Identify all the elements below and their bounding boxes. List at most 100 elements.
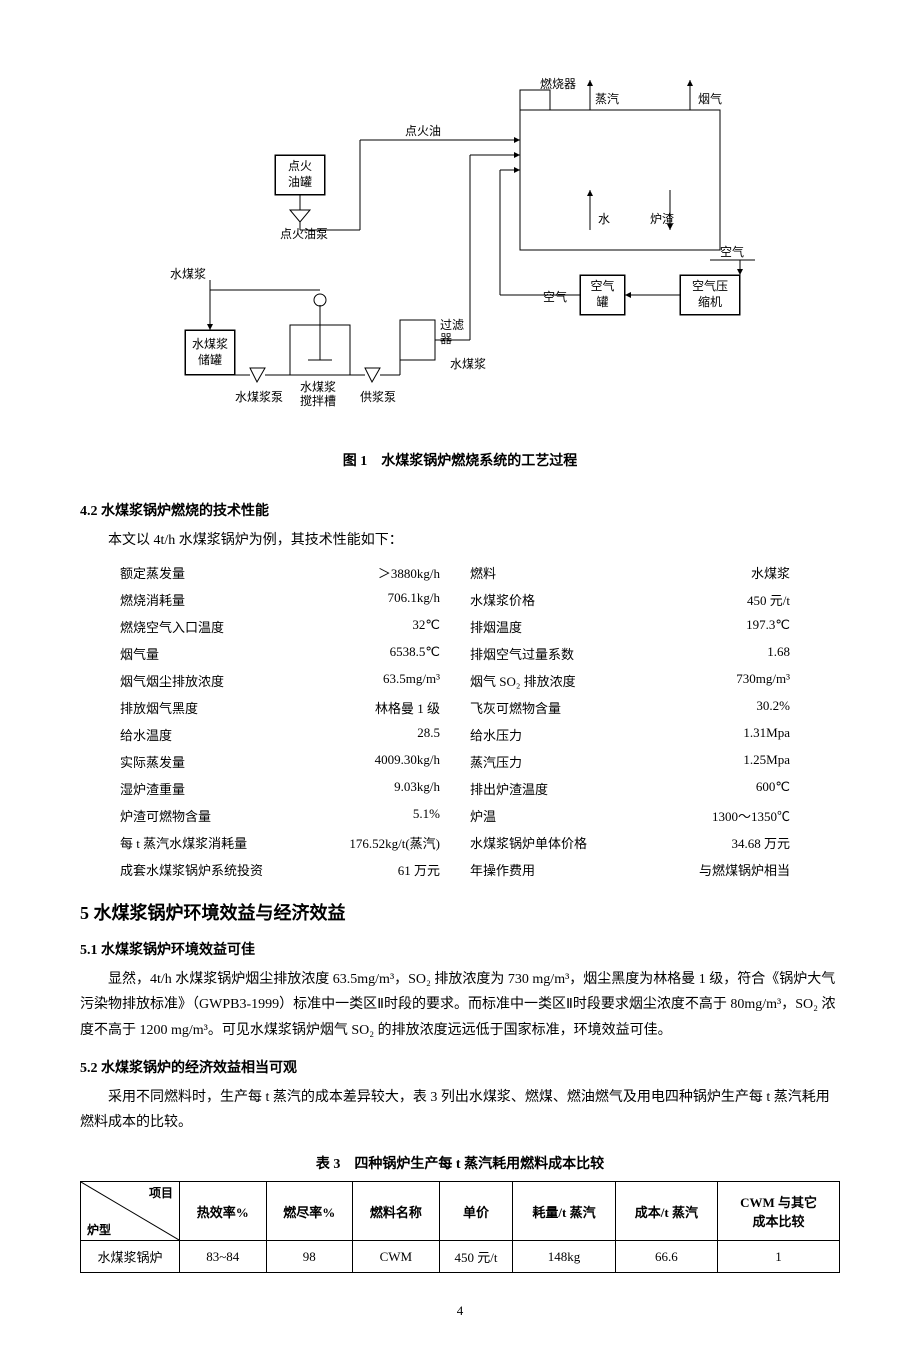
spec-key: 排烟温度 — [470, 617, 630, 636]
box-air-compressor: 空气压 缩机 — [680, 275, 740, 315]
spec-val: 600℃ — [660, 779, 790, 798]
label-ignition-oil-line: 点火油 — [405, 122, 441, 139]
cell-price: 450 元/t — [439, 1241, 513, 1273]
box-air-tank: 空气 罐 — [580, 275, 625, 315]
label-water: 水 — [598, 210, 610, 227]
col-eff: 热效率% — [180, 1182, 267, 1241]
label-cwm-pump: 水煤浆泵 — [235, 388, 283, 405]
spec-key: 额定蒸发量 — [120, 563, 280, 582]
spec-key: 蒸汽压力 — [470, 752, 630, 771]
spec-val: 林格曼 1 级 — [310, 698, 440, 717]
spec-key: 烟气 SO₂ 排放浓度 — [470, 671, 630, 690]
diag-bot: 炉型 — [87, 1221, 111, 1238]
col-burn: 燃尽率% — [266, 1182, 353, 1241]
spec-key: 炉渣可燃物含量 — [120, 806, 280, 825]
spec-val: 32℃ — [310, 617, 440, 636]
spec-key: 年操作费用 — [470, 860, 630, 879]
spec-key: 排放烟气黑度 — [120, 698, 280, 717]
spec-key: 水煤浆价格 — [470, 590, 630, 609]
label-air-top: 空气 — [720, 243, 744, 260]
table-row: 水煤浆锅炉 83~84 98 CWM 450 元/t 148kg 66.6 1 — [81, 1241, 840, 1273]
label-cwm: 水煤浆 — [170, 265, 206, 282]
spec-val: 1.25Mpa — [660, 752, 790, 771]
label-ignition-pump: 点火油泵 — [280, 225, 328, 242]
spec-val: 水煤浆 — [660, 563, 790, 582]
box-cwm-tank: 水煤浆 储罐 — [185, 330, 235, 375]
sec-4-2-title: 4.2 水煤浆锅炉燃烧的技术性能 — [80, 500, 840, 520]
spec-key: 湿炉渣重量 — [120, 779, 280, 798]
cell-cost: 66.6 — [615, 1241, 717, 1273]
spec-key: 成套水煤浆锅炉系统投资 — [120, 860, 280, 879]
sec-5-title: 5 水煤浆锅炉环境效益与经济效益 — [80, 899, 840, 925]
spec-val: 1.31Mpa — [660, 725, 790, 744]
spec-val: 63.5mg/m³ — [310, 671, 440, 690]
diag-top: 项目 — [149, 1184, 173, 1201]
table-header-row: 项目 炉型 热效率% 燃尽率% 燃料名称 单价 耗量/t 蒸汽 成本/t 蒸汽 … — [81, 1182, 840, 1241]
spec-val: 706.1kg/h — [310, 590, 440, 609]
spec-val: 1300～1350℃ — [660, 806, 790, 825]
label-mix-tank: 水煤浆 搅拌槽 — [300, 380, 336, 409]
spec-val: 4009.30kg/h — [310, 752, 440, 771]
spec-val: 1.68 — [660, 644, 790, 663]
spec-key: 水煤浆锅炉单体价格 — [470, 833, 630, 852]
spec-val: 与燃煤锅炉相当 — [660, 860, 790, 879]
label-slag: 炉渣 — [650, 210, 674, 227]
sec-5-1-title: 5.1 水煤浆锅炉环境效益可佳 — [80, 939, 840, 959]
spec-grid: 额定蒸发量 ＞3880kg/h 燃料 水煤浆燃烧消耗量 706.1kg/h 水煤浆价格 45… — [120, 563, 840, 879]
spec-key: 烟气量 — [120, 644, 280, 663]
spec-key: 给水压力 — [470, 725, 630, 744]
spec-val: 176.52kg/t(蒸汽) — [310, 833, 440, 852]
spec-val: 9.03kg/h — [310, 779, 440, 798]
process-diagram: 燃烧器 蒸汽 烟气 点火油 点火 油罐 点火油泵 水 炉渣 空气 空气 空气 罐… — [150, 80, 770, 430]
label-flue-gas: 烟气 — [698, 90, 722, 107]
cell-type: 水煤浆锅炉 — [81, 1241, 180, 1273]
sec-5-2-body: 采用不同燃料时，生产每 t 蒸汽的成本差异较大，表 3 列出水煤浆、燃煤、燃油燃… — [80, 1085, 840, 1135]
label-supply-pump: 供浆泵 — [360, 388, 396, 405]
spec-key: 飞灰可燃物含量 — [470, 698, 630, 717]
spec-val: 6538.5℃ — [310, 644, 440, 663]
sec-5-1-body: 显然，4t/h 水煤浆锅炉烟尘排放浓度 63.5mg/m³，SO₂ 排放浓度为 … — [80, 967, 840, 1043]
table-diag-header: 项目 炉型 — [81, 1182, 180, 1241]
page-number: 4 — [80, 1303, 840, 1319]
cell-fuel: CWM — [353, 1241, 440, 1273]
spec-val: 5.1% — [310, 806, 440, 825]
spec-val: 61 万元 — [310, 860, 440, 879]
cell-eff: 83~84 — [180, 1241, 267, 1273]
spec-key: 燃料 — [470, 563, 630, 582]
spec-key: 每 t 蒸汽水煤浆消耗量 — [120, 833, 280, 852]
spec-key: 实际蒸发量 — [120, 752, 280, 771]
cell-cons: 148kg — [513, 1241, 615, 1273]
spec-key: 排出炉渣温度 — [470, 779, 630, 798]
spec-val: ＞3880kg/h — [310, 563, 440, 582]
spec-key: 烟气烟尘排放浓度 — [120, 671, 280, 690]
label-burner: 燃烧器 — [540, 75, 576, 92]
diagram-svg — [150, 80, 770, 430]
cell-burn: 98 — [266, 1241, 353, 1273]
box-ignition-tank: 点火 油罐 — [275, 155, 325, 195]
spec-key: 排烟空气过量系数 — [470, 644, 630, 663]
col-price: 单价 — [439, 1182, 513, 1241]
label-steam: 蒸汽 — [595, 90, 619, 107]
col-cost: 成本/t 蒸汽 — [615, 1182, 717, 1241]
col-cmp: CWM 与其它 成本比较 — [718, 1182, 840, 1241]
spec-val: 730mg/m³ — [660, 671, 790, 690]
table3: 项目 炉型 热效率% 燃尽率% 燃料名称 单价 耗量/t 蒸汽 成本/t 蒸汽 … — [80, 1181, 840, 1273]
col-fuel: 燃料名称 — [353, 1182, 440, 1241]
spec-val: 450 元/t — [660, 590, 790, 609]
sec-4-2-intro: 本文以 4t/h 水煤浆锅炉为例，其技术性能如下： — [80, 528, 840, 553]
label-cwm-out: 水煤浆 — [450, 355, 486, 372]
spec-val: 197.3℃ — [660, 617, 790, 636]
spec-key: 燃烧空气入口温度 — [120, 617, 280, 636]
label-air: 空气 — [543, 288, 567, 305]
spec-key: 燃烧消耗量 — [120, 590, 280, 609]
spec-val: 28.5 — [310, 725, 440, 744]
spec-val: 30.2% — [660, 698, 790, 717]
spec-val: 34.68 万元 — [660, 833, 790, 852]
label-filter: 过滤 器 — [440, 318, 464, 347]
sec-5-2-title: 5.2 水煤浆锅炉的经济效益相当可观 — [80, 1057, 840, 1077]
table3-caption: 表 3 四种锅炉生产每 t 蒸汽耗用燃料成本比较 — [80, 1153, 840, 1173]
spec-key: 炉温 — [470, 806, 630, 825]
spec-key: 给水温度 — [120, 725, 280, 744]
col-cons: 耗量/t 蒸汽 — [513, 1182, 615, 1241]
cell-cmp: 1 — [718, 1241, 840, 1273]
